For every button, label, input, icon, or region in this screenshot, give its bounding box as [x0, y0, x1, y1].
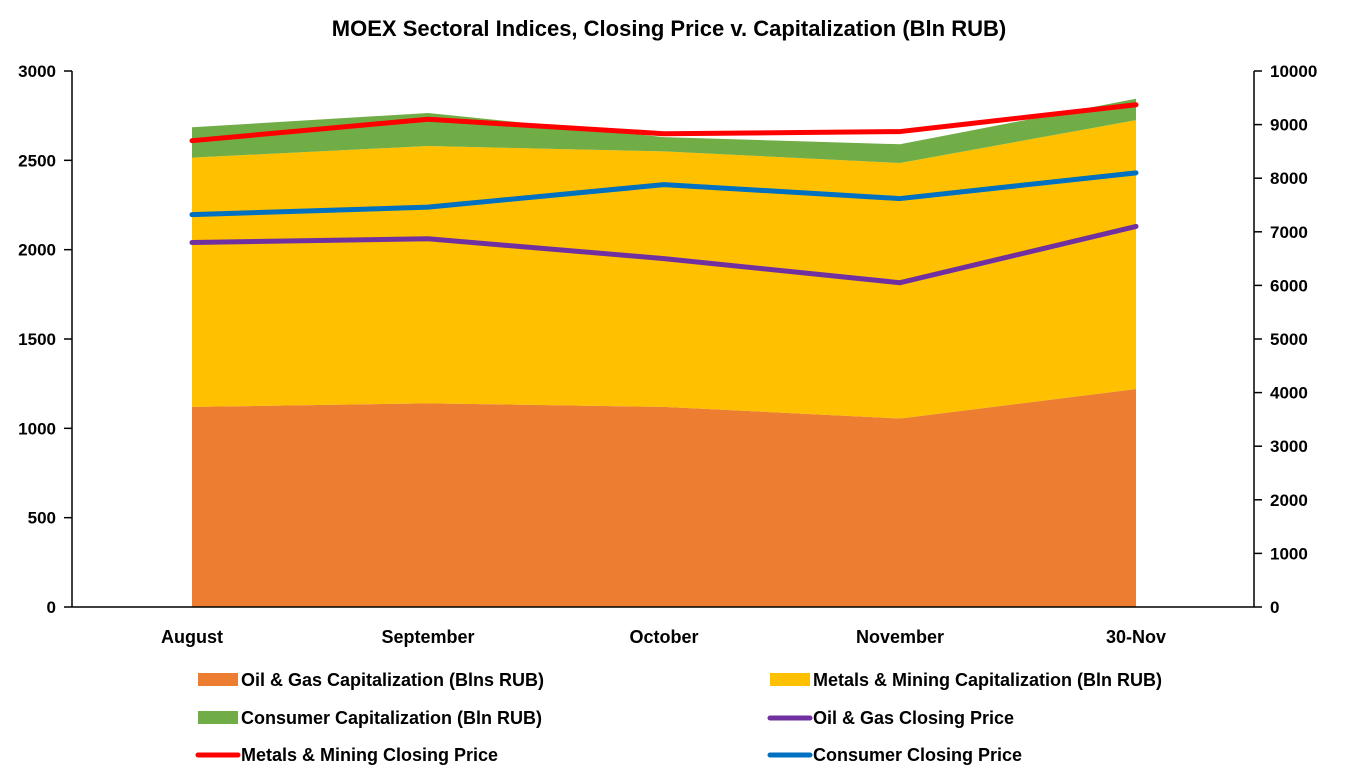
y-left-tick-label: 1000	[18, 419, 56, 438]
legend-label: Consumer Closing Price	[813, 745, 1022, 765]
area-layers	[192, 98, 1136, 607]
x-tick-label: November	[856, 627, 944, 647]
y-right-tick-label: 5000	[1270, 330, 1308, 349]
legend-label: Oil & Gas Closing Price	[813, 708, 1014, 728]
y-right-tick-label: 0	[1270, 598, 1279, 617]
y-right-tick-label: 4000	[1270, 384, 1308, 403]
area-series-2	[192, 120, 1136, 419]
line-series-1	[189, 223, 1139, 286]
y-left-tick-label: 0	[47, 598, 56, 617]
y-left-tick-label: 1500	[18, 330, 56, 349]
y-left-tick-label: 3000	[18, 62, 56, 81]
legend-label: Consumer Capitalization (Bln RUB)	[241, 708, 542, 728]
chart-title: MOEX Sectoral Indices, Closing Price v. …	[332, 16, 1006, 41]
y-right-tick-label: 10000	[1270, 62, 1317, 81]
legend: Oil & Gas Capitalization (Blns RUB) Metal…	[195, 670, 1162, 765]
y-right-tick-label: 6000	[1270, 276, 1308, 295]
y-left-tick-label: 500	[28, 509, 56, 528]
legend-swatch	[198, 673, 238, 686]
y-right-tick-label: 9000	[1270, 116, 1308, 135]
line-series-2	[189, 102, 1139, 144]
y-left-tick-label: 2500	[18, 151, 56, 170]
axes: 0 500 1000 1500 2000 2500 3000 0 1000 2000 3000 400…	[18, 62, 1317, 647]
y-right-tick-label: 8000	[1270, 169, 1308, 188]
legend-label: Metals & Mining Capitalization (Bln RUB)	[813, 670, 1162, 690]
x-tick-label: October	[629, 627, 698, 647]
x-tick-label: 30-Nov	[1106, 627, 1166, 647]
y-left-tick-label: 2000	[18, 241, 56, 260]
line-series-3	[189, 170, 1139, 218]
area-series-1	[192, 389, 1136, 607]
line-layers	[189, 102, 1139, 286]
legend-swatch	[198, 711, 238, 724]
legend-label: Metals & Mining Closing Price	[241, 745, 498, 765]
y-right-tick-label: 3000	[1270, 437, 1308, 456]
x-tick-label: September	[381, 627, 474, 647]
y-right-tick-label: 1000	[1270, 544, 1308, 563]
legend-label: Oil & Gas Capitalization (Blns RUB)	[241, 670, 544, 690]
area-series-3	[192, 98, 1136, 164]
legend-swatch	[770, 673, 810, 686]
y-right-tick-label: 2000	[1270, 491, 1308, 510]
x-tick-label: August	[161, 627, 223, 647]
y-right-tick-label: 7000	[1270, 223, 1308, 242]
